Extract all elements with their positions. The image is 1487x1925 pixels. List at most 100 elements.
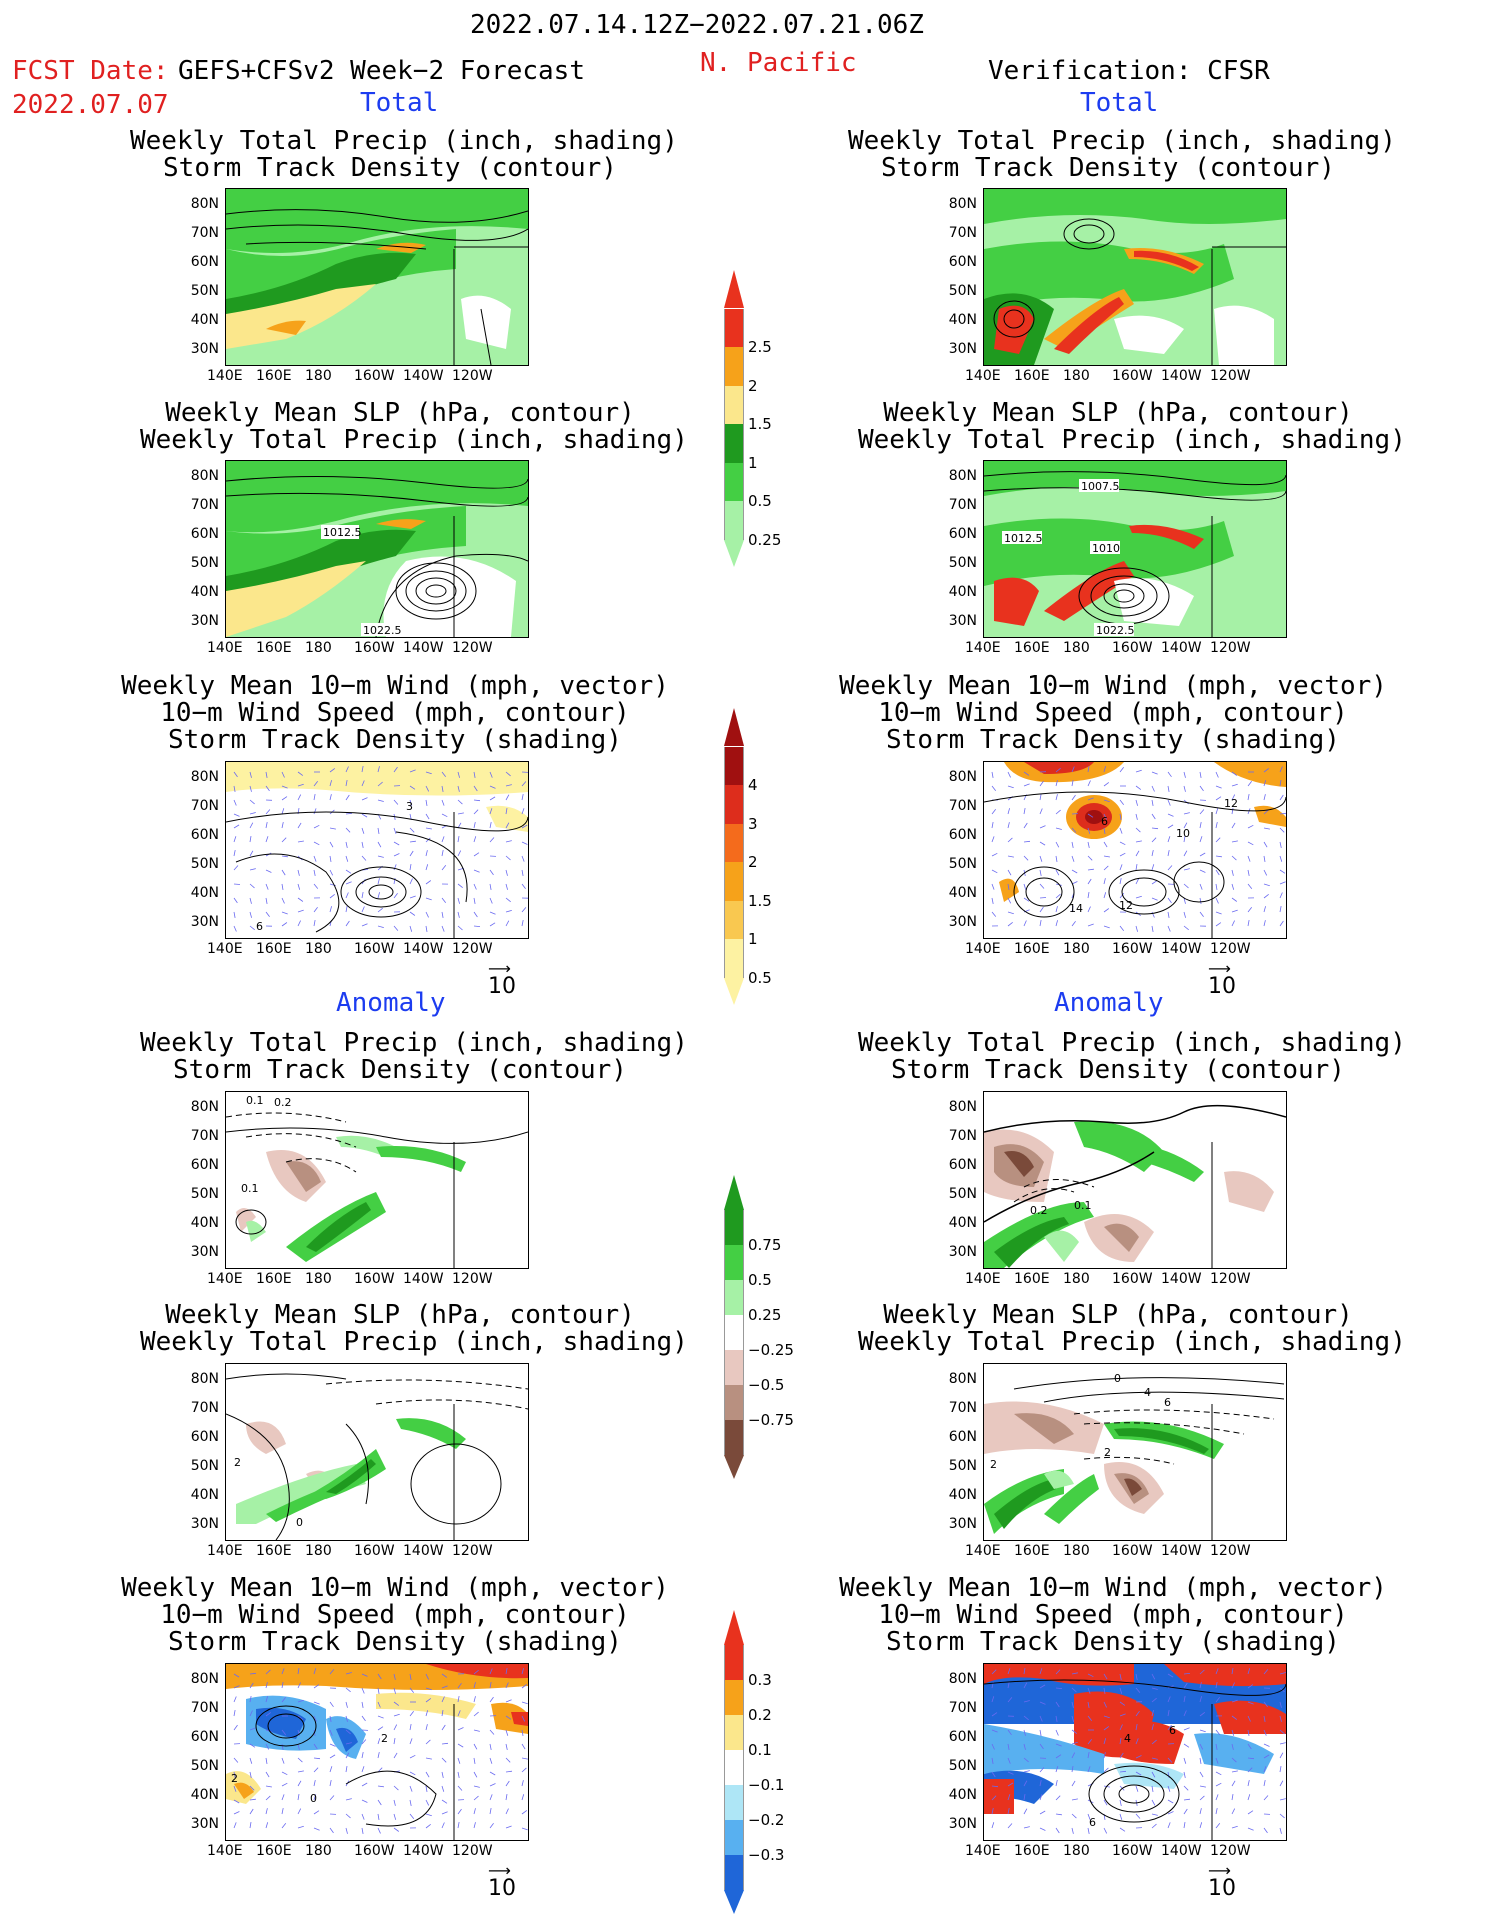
lon-tick-label: 160W: [354, 1543, 395, 1559]
wind-vector: [1103, 1827, 1108, 1834]
lat-tick-label: 80N: [948, 1671, 977, 1687]
lon-tick-label: 160W: [354, 941, 395, 957]
wind-vector: [1279, 841, 1282, 848]
wind-vector: [1247, 1794, 1251, 1801]
map-obs-wind-storm: 6 10 12 14 12: [983, 761, 1287, 939]
wind-vector: [1055, 855, 1058, 862]
wind-vector: [1151, 850, 1154, 857]
wind-vector: [1135, 799, 1138, 806]
wind-vector: [1263, 827, 1270, 830]
wind-vector: [265, 785, 270, 792]
wind-vector: [521, 781, 527, 787]
wind-vector: [991, 1743, 995, 1750]
wind-vector: [1183, 812, 1190, 815]
wind-vector: [297, 1780, 302, 1787]
wind-vector: [1279, 1780, 1284, 1787]
wind-contour-label: 6: [1101, 815, 1108, 828]
wind-contour-label: 6: [256, 920, 263, 933]
wind-vector: [473, 1682, 476, 1689]
wind-vector: [1007, 1757, 1011, 1764]
colorbar-label: −0.5: [748, 1376, 785, 1394]
wind-vector: [1167, 836, 1171, 843]
wind-vector: [1215, 1682, 1218, 1689]
wind-vector: [521, 841, 528, 845]
wind-vector: [1167, 824, 1174, 829]
wind-vector: [425, 1757, 432, 1760]
wind-vector: [281, 883, 284, 890]
wind-vector: [1039, 825, 1046, 829]
map-obs-anom-slp-precip: 0 4 6 2 2: [983, 1363, 1287, 1541]
wind-vector: [409, 1771, 416, 1776]
slp-label: 1012.5: [323, 526, 362, 539]
wind-vector: [1279, 1766, 1282, 1773]
wind-vector: [489, 1757, 493, 1764]
wind-vector: [1087, 827, 1091, 834]
wind-vector: [1151, 1687, 1158, 1690]
wind-vector: [441, 1724, 446, 1731]
colorbar-segment: [724, 347, 744, 386]
wind-vector: [1007, 1823, 1013, 1829]
colorbar-label: −0.75: [748, 1411, 794, 1429]
wind-vector: [489, 869, 494, 876]
wind-vector: [521, 808, 525, 815]
wind-vector: [313, 1757, 321, 1760]
wind-vector: [441, 1742, 449, 1745]
wind-vector: [457, 1696, 460, 1703]
wind-vector: [393, 766, 398, 773]
wind-vector: [313, 824, 320, 829]
wind-vector: [1263, 1795, 1269, 1801]
wind-vector: [1087, 923, 1094, 927]
wind-vector: [521, 1767, 527, 1773]
wind-vector: [297, 1699, 304, 1703]
wind-vector: [345, 920, 350, 927]
wind-vector: [345, 1813, 351, 1819]
wind-vector: [425, 1710, 429, 1717]
wind-vector: [1055, 906, 1058, 913]
wind-vector: [489, 1808, 492, 1815]
wind-vector: [1039, 808, 1043, 815]
wind-vector: [425, 771, 432, 775]
wind-vector: [249, 868, 256, 871]
slp-label: 1012.5: [1004, 532, 1043, 545]
lat-tick-label: 60N: [948, 1429, 977, 1445]
wind-vector: [1199, 911, 1204, 918]
wind-vector: [489, 1794, 493, 1801]
wind-vector: [1007, 855, 1014, 858]
map-fcst-total-precip: [225, 188, 529, 366]
wind-vector: [1071, 1813, 1077, 1819]
wind-vector: [1119, 841, 1126, 846]
colorbar-label: 1: [748, 453, 758, 472]
lat-tick-label: 60N: [948, 1157, 977, 1173]
wind-vector: [1103, 1799, 1108, 1806]
wind-vector: [1007, 808, 1010, 815]
wind-vector: [1007, 1794, 1011, 1801]
lat-tick-label: 30N: [948, 1516, 977, 1532]
wind-vector: [1039, 897, 1047, 899]
lat-tick-label: 70N: [948, 1700, 977, 1716]
lat-tick-label: 70N: [190, 225, 219, 241]
wind-vector: [1135, 769, 1142, 773]
wind-vector: [1119, 1813, 1123, 1820]
colorbar-label: 0.5: [748, 1271, 772, 1289]
wind-vector: [521, 920, 524, 927]
wind-vector: [505, 808, 508, 815]
wind-vector: [393, 1687, 396, 1694]
wind-vector: [457, 785, 460, 792]
wind-vector: [393, 892, 398, 899]
wind-vector: [1215, 1782, 1222, 1787]
wind-vector: [1135, 864, 1138, 871]
wind-vector: [393, 1813, 397, 1820]
lon-tick-label: 160E: [1014, 1843, 1050, 1859]
wind-vector: [233, 1724, 238, 1731]
wind-vector: [1023, 1743, 1026, 1750]
wind-vector: [233, 1785, 237, 1792]
wind-vector: [521, 1701, 528, 1705]
wind-vector: [313, 1668, 317, 1675]
wind-vector: [1119, 1673, 1122, 1680]
title-obs-anom-slp-precip: Weekly Mean SLP (hPa, contour) Weekly Tot…: [858, 1300, 1406, 1357]
wind-vector: [249, 1743, 256, 1748]
wind-vector: [409, 785, 416, 790]
wind-vector: [991, 1771, 996, 1778]
lat-tick-label: 60N: [190, 1729, 219, 1745]
colorbar-segment: [724, 939, 744, 978]
